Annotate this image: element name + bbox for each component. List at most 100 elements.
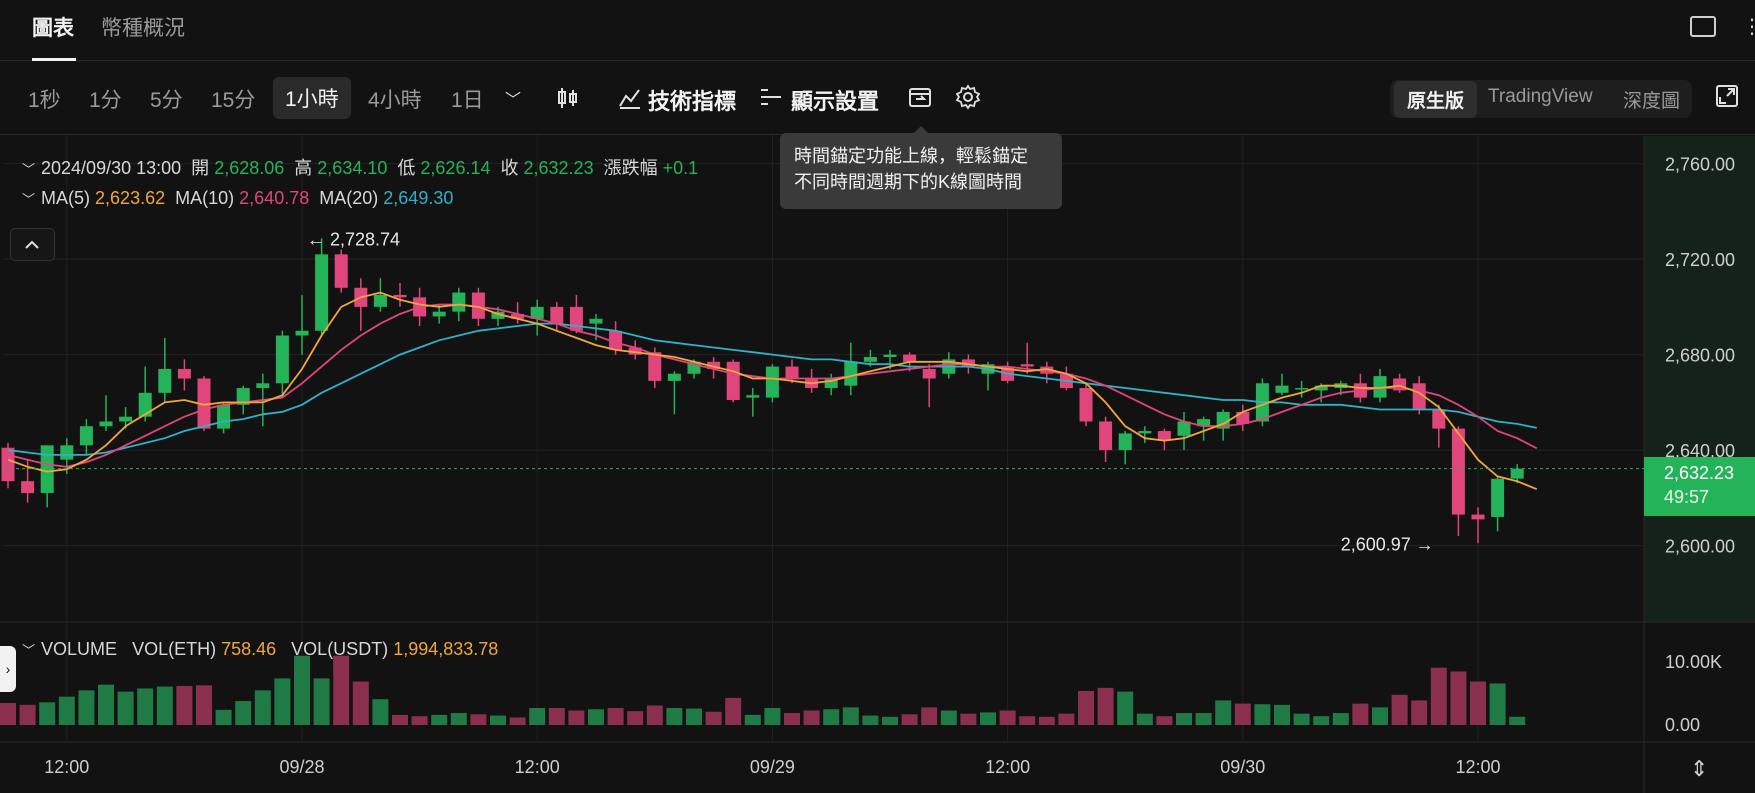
volume-bar <box>1078 690 1094 725</box>
volume-bar <box>725 697 742 725</box>
collapse-indicators-button[interactable] <box>10 228 55 261</box>
candle-datetime: 2024/09/30 13:00 <box>41 158 182 178</box>
candle-body <box>60 445 74 460</box>
timeframe-1d[interactable]: 1日 <box>451 89 484 112</box>
candle-body <box>1295 388 1309 390</box>
candle-body <box>1393 378 1407 391</box>
volume-bar <box>450 713 467 725</box>
volume-bar <box>1430 667 1447 725</box>
fullscreen-icon[interactable] <box>1715 84 1739 108</box>
candle-body <box>373 294 387 307</box>
volume-bar <box>0 702 16 725</box>
timeframe-1m[interactable]: 1分 <box>89 89 122 112</box>
indicators-icon[interactable] <box>618 86 642 115</box>
candle-body <box>79 426 93 446</box>
ma10-value: 2,640.78 <box>239 188 310 208</box>
volume-bar <box>901 714 918 725</box>
candle-body <box>1138 431 1152 434</box>
more-icon[interactable]: ⋮ <box>1742 16 1755 38</box>
volume-bar <box>294 655 310 725</box>
top-bar: 圖表 幣種概況 ⋮ <box>0 0 1755 61</box>
volume-bar <box>1391 694 1408 725</box>
candle-body <box>452 292 466 312</box>
volume-bar <box>1234 703 1251 725</box>
volume-bar <box>490 715 506 725</box>
vol-usdt-value: 1,994,833.78 <box>393 639 499 659</box>
candle-body <box>1451 428 1465 515</box>
timeframe-5m[interactable]: 5分 <box>150 89 183 112</box>
volume-bar <box>392 714 408 725</box>
volume-bar <box>333 655 350 725</box>
tooltip-line-2: 不同時間週期下的K線圖時間 <box>794 172 1023 192</box>
candle-body <box>21 481 35 494</box>
volume-bar <box>1450 671 1467 725</box>
collapse-chevron-icon[interactable]: ﹀ <box>22 192 36 207</box>
volume-bar <box>58 696 75 725</box>
tab-chart[interactable]: 圖表 <box>32 17 74 40</box>
vol-tick-label: 10.00K <box>1665 652 1722 672</box>
collapse-chevron-icon[interactable]: ﹀ <box>22 162 36 177</box>
display-settings-icon[interactable] <box>760 86 782 113</box>
volume-bar <box>686 708 702 725</box>
display-settings-button[interactable]: 顯示設置 <box>791 89 880 114</box>
x-tick-label: 12:00 <box>515 757 560 777</box>
candle-body <box>667 373 681 381</box>
current-price: 2,632.23 <box>1664 463 1735 483</box>
volume-bar <box>862 715 879 725</box>
settings-gear-icon[interactable] <box>955 84 981 115</box>
time-anchor-icon[interactable] <box>907 84 933 115</box>
low-label: 低 <box>397 158 416 178</box>
axis-reset-icon[interactable]: ⇕ <box>1690 756 1709 781</box>
volume-bar <box>999 710 1016 725</box>
candle-body <box>648 352 662 381</box>
x-tick-label: 09/29 <box>750 757 795 777</box>
candle-body <box>236 388 250 405</box>
y-tick-label: 2,600.00 <box>1665 537 1735 557</box>
view-depth[interactable]: 深度圖 <box>1623 91 1681 112</box>
candle-body <box>1510 468 1524 479</box>
timeframe-15m[interactable]: 15分 <box>211 89 256 112</box>
candle-body <box>1275 385 1289 393</box>
volume-bar <box>352 681 369 725</box>
volume-bar <box>666 707 683 725</box>
volume-bar <box>1176 713 1192 725</box>
candle-body <box>707 361 721 369</box>
side-panel-handle[interactable]: › <box>0 646 16 692</box>
right-axis-glow <box>1644 136 1755 622</box>
x-tick-label: 09/30 <box>1220 757 1265 777</box>
candle-body <box>1 447 15 482</box>
volume-bar <box>1313 716 1330 725</box>
candle-body <box>922 368 936 379</box>
candle-type-icon[interactable] <box>556 86 580 115</box>
chevron-down-icon[interactable]: ﹀ <box>505 92 522 109</box>
collapse-chevron-icon[interactable]: ﹀ <box>22 643 36 658</box>
view-switcher: 原生版 TradingView 深度圖 <box>1390 80 1692 118</box>
volume-bar <box>1117 691 1134 725</box>
volume-bar <box>1293 713 1310 725</box>
candle-body <box>863 357 877 362</box>
volume-bar <box>803 710 820 725</box>
timeframe-1s[interactable]: 1秒 <box>28 89 61 112</box>
volume-bar <box>509 717 526 725</box>
candle-body <box>295 330 309 336</box>
volume-bar <box>117 691 134 725</box>
candle-body <box>1118 433 1132 451</box>
candle-body <box>844 361 858 386</box>
volume-bar <box>705 711 722 725</box>
timeframe-1h[interactable]: 1小時 <box>273 77 351 119</box>
tooltip-line-1: 時間錨定功能上線，輕鬆錨定 <box>794 146 1028 166</box>
timeframe-4h[interactable]: 4小時 <box>368 89 422 112</box>
volume-bar <box>764 707 781 725</box>
volume-bar <box>196 685 212 725</box>
volume-bar <box>1215 700 1232 725</box>
candle-body <box>275 335 289 384</box>
view-native[interactable]: 原生版 <box>1394 81 1478 118</box>
volume-bar <box>470 714 487 725</box>
ma5-line <box>7 291 1538 491</box>
tab-coin-overview[interactable]: 幣種概況 <box>101 17 185 40</box>
indicators-button[interactable]: 技術指標 <box>648 89 737 114</box>
window-icon[interactable] <box>1690 16 1716 37</box>
view-tradingview[interactable]: TradingView <box>1488 86 1593 107</box>
feature-tooltip: 時間錨定功能上線，輕鬆錨定 不同時間週期下的K線圖時間 <box>780 133 1062 209</box>
